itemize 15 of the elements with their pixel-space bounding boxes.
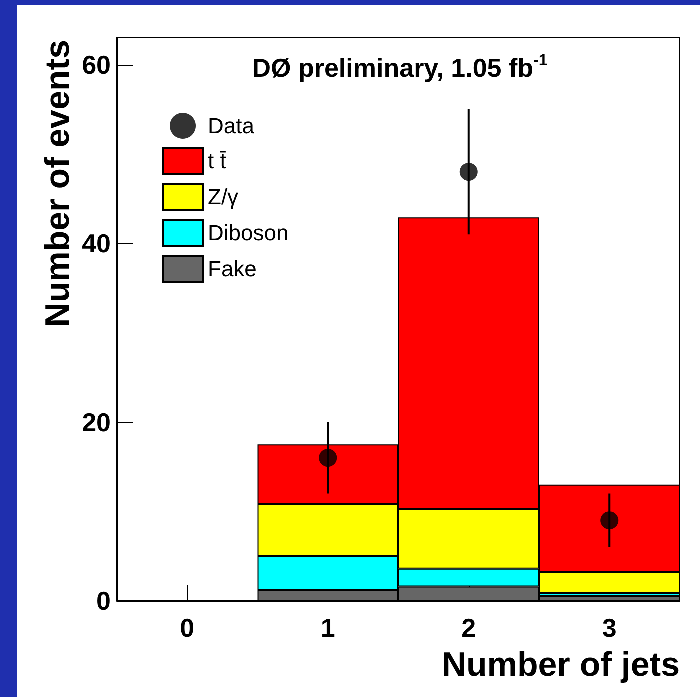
x-tick-label: 2: [462, 613, 476, 643]
y-tick-label: 40: [82, 228, 111, 259]
x-axis-title: Number of jets: [442, 646, 680, 684]
y-tick-label: 60: [82, 50, 111, 80]
y-tick-label: 20: [82, 407, 111, 438]
y-tick-label: 0: [96, 586, 111, 616]
x-tick-label: 3: [602, 613, 617, 643]
x-tick-label: 0: [180, 613, 195, 643]
y-axis-title: Number of events: [39, 40, 77, 328]
legend-label: Fake: [208, 256, 257, 282]
legend-label: t t̄: [208, 148, 226, 174]
x-tick-label: 1: [320, 613, 336, 643]
legend-label: Data: [208, 114, 256, 138]
legend-label: Diboson: [208, 220, 289, 246]
legend-label: Z/γ: [208, 184, 239, 210]
